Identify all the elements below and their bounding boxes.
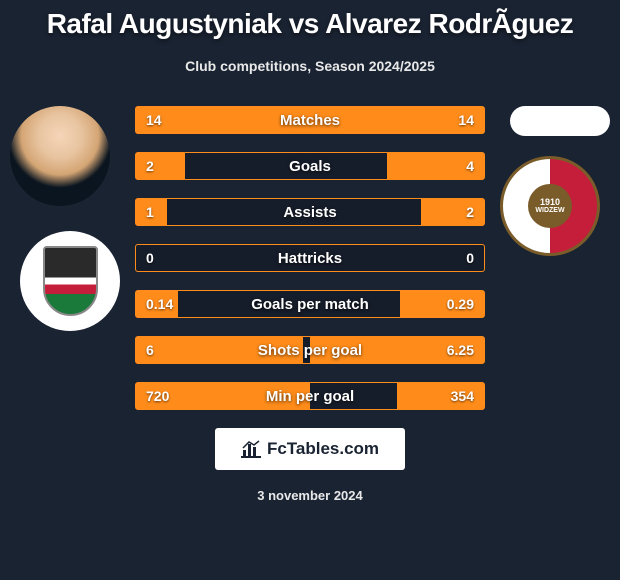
stat-row: 0 Hattricks 0 [135,244,485,272]
stat-left-value: 0 [146,250,154,266]
date-label: 3 november 2024 [0,488,620,503]
player-left-club-badge [20,231,120,331]
stat-label: Goals [289,158,331,175]
stat-row: 2 Goals 4 [135,152,485,180]
stat-label: Goals per match [251,296,369,313]
widzew-year: 1910 [540,198,560,207]
stat-row: 1 Assists 2 [135,198,485,226]
stat-right-value: 6.25 [447,342,474,358]
legia-badge-icon [43,246,98,316]
page-title: Rafal Augustyniak vs Alvarez RodrÃ­guez [0,0,620,40]
stat-label: Hattricks [278,250,342,267]
stat-left-value: 720 [146,388,169,404]
player-right-avatar [510,106,610,136]
stat-label: Assists [283,204,336,221]
subtitle: Club competitions, Season 2024/2025 [0,58,620,74]
stat-left-value: 0.14 [146,296,173,312]
player-left-avatar [10,106,110,206]
stat-row: 14 Matches 14 [135,106,485,134]
stat-row: 720 Min per goal 354 [135,382,485,410]
stat-label: Shots per goal [258,342,362,359]
stat-right-value: 4 [466,158,474,174]
stats-container: 14 Matches 14 2 Goals 4 1 Assists 2 0 Hattricks 0 0.… [135,106,485,410]
branding-badge[interactable]: FcTables.com [215,428,405,470]
widzew-name: WIDZEW [535,207,564,214]
stat-label: Matches [280,112,340,129]
player-right-club-badge: 1910 WIDZEW [500,156,600,256]
stat-right-value: 14 [458,112,474,128]
stat-row: 6 Shots per goal 6.25 [135,336,485,364]
stat-left-value: 6 [146,342,154,358]
stat-right-value: 2 [466,204,474,220]
branding-label: FcTables.com [267,439,379,459]
stat-left-value: 2 [146,158,154,174]
stat-right-value: 0 [466,250,474,266]
stat-left-value: 14 [146,112,162,128]
stat-fill-right [421,199,484,225]
chart-icon [241,440,261,458]
stat-label: Min per goal [266,388,354,405]
stat-right-value: 0.29 [447,296,474,312]
stat-row: 0.14 Goals per match 0.29 [135,290,485,318]
widzew-badge-icon: 1910 WIDZEW [528,184,572,228]
stat-left-value: 1 [146,204,154,220]
comparison-content: 1910 WIDZEW 14 Matches 14 2 Goals 4 1 Assists 2 0… [0,106,620,410]
stat-fill-left [136,153,185,179]
stat-right-value: 354 [451,388,474,404]
